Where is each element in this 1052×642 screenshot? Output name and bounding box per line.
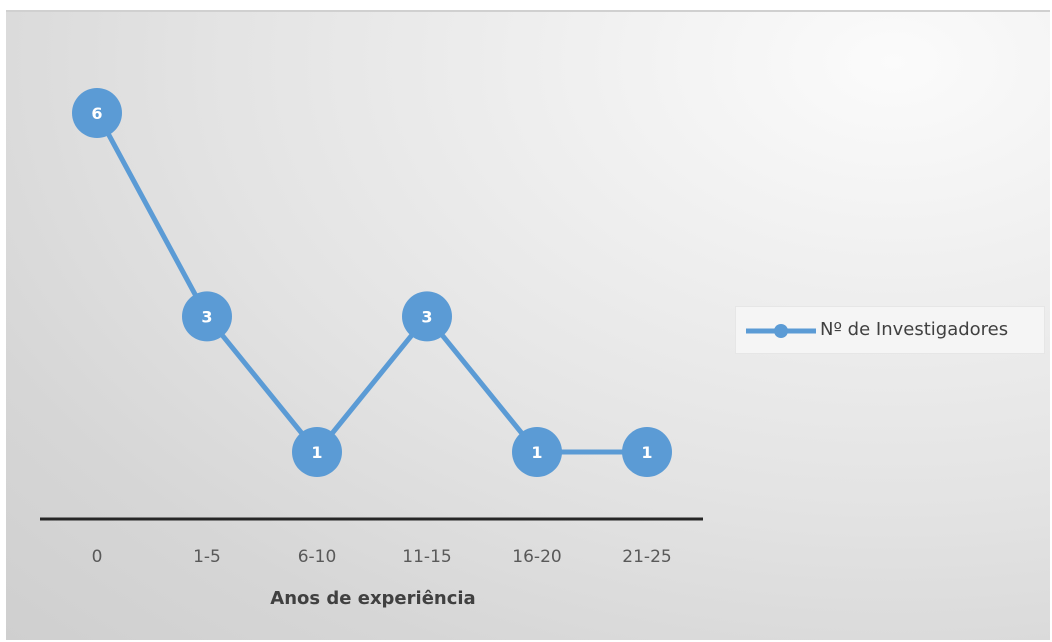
legend-label: Nº de Investigadores xyxy=(820,319,1009,340)
data-point xyxy=(402,291,452,342)
series-line xyxy=(94,111,647,455)
data-label: 3 xyxy=(421,307,432,326)
legend: Nº de Investigadores xyxy=(735,306,1045,354)
legend-swatch xyxy=(746,324,816,338)
data-point xyxy=(512,427,562,477)
data-label: 1 xyxy=(641,443,652,462)
data-label: 1 xyxy=(531,443,542,462)
data-point xyxy=(182,291,232,342)
data-point xyxy=(72,88,122,138)
data-label: 6 xyxy=(91,104,102,123)
x-tick-label: 1-5 xyxy=(193,547,221,567)
data-point xyxy=(292,427,342,477)
x-tick-label: 6-10 xyxy=(298,547,337,567)
x-tick-label: 21-25 xyxy=(622,547,671,567)
x-axis-title: Anos de experiência xyxy=(270,588,475,609)
data-label: 1 xyxy=(311,443,322,462)
data-point xyxy=(622,427,672,477)
x-tick-label: 0 xyxy=(92,547,103,567)
x-tick-label: 11-15 xyxy=(402,547,451,567)
x-tick-label: 16-20 xyxy=(512,547,561,567)
chart-marks: 0 1-5 6-10 11-15 16-20 21-25 6 3 1 3 1 1 xyxy=(40,88,703,567)
data-label: 3 xyxy=(201,307,212,326)
legend-marker xyxy=(774,324,788,338)
